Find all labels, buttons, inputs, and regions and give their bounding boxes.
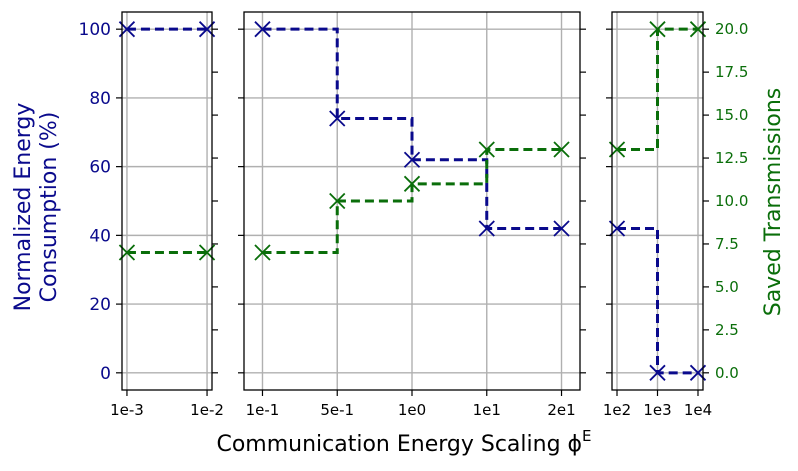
y-tick-label-left: 60 xyxy=(89,158,111,178)
point-saved xyxy=(403,175,421,192)
panel-2: 1e-1 5e-1 1e0 1e1 2e1 xyxy=(238,11,586,419)
x-tick-label: 2e1 xyxy=(547,401,575,419)
panel-frame xyxy=(121,11,213,391)
point-energy xyxy=(403,151,421,168)
y-tick-label-right: 7.5 xyxy=(715,235,739,253)
point-energy xyxy=(649,364,666,381)
x-tick-label: 1e-2 xyxy=(190,401,224,419)
point-saved xyxy=(329,192,346,210)
y-tick-label-left: 80 xyxy=(89,89,111,109)
y-tick-label-right: 10.0 xyxy=(715,192,748,210)
y-tick-label-right: 12.5 xyxy=(715,149,748,167)
x-tick-label: 1e4 xyxy=(684,401,712,419)
panel-3: 1e2 1e3 1e4 xyxy=(603,11,712,419)
panel-1: 1e-3 1e-2 xyxy=(110,11,224,419)
series-saved-line xyxy=(617,27,698,151)
series-energy-line xyxy=(617,226,698,375)
x-axis-label: Communication Energy Scaling ϕE xyxy=(216,427,591,457)
y-tick-label-left: 40 xyxy=(89,226,111,246)
y-tick-label-left: 20 xyxy=(89,295,111,315)
point-energy xyxy=(478,220,495,237)
y-axis-right-label: Saved Transmissions xyxy=(761,88,786,317)
y-tick-label-left: 100 xyxy=(79,20,111,40)
point-energy xyxy=(553,220,570,237)
x-tick-label: 1e-3 xyxy=(110,401,144,419)
point-energy xyxy=(254,21,271,38)
x-tick-label: 1e2 xyxy=(603,401,631,419)
y-axis-left-label-line2: Consumption (%) xyxy=(37,112,62,303)
point-energy xyxy=(329,110,346,127)
point-saved xyxy=(254,244,271,261)
y-tick-label-left: 0 xyxy=(100,364,111,384)
x-tick-label: 1e0 xyxy=(398,401,426,419)
y-tick-label-right: 20.0 xyxy=(715,20,748,38)
left-axis: 0 20 40 60 80 100 xyxy=(79,20,111,384)
point-saved xyxy=(478,141,495,158)
x-tick-label: 1e3 xyxy=(643,401,671,419)
x-tick-label: 5e-1 xyxy=(320,401,354,419)
x-tick-label: 1e1 xyxy=(473,401,501,419)
y-tick-label-right: 2.5 xyxy=(715,321,739,339)
x-axis-label-superscript: E xyxy=(582,427,591,445)
y-tick-label-right: 17.5 xyxy=(715,63,748,81)
point-saved xyxy=(649,21,666,38)
x-tick-label: 1e-1 xyxy=(246,401,280,419)
y-tick-label-right: 0.0 xyxy=(715,364,739,382)
y-axis-left-label-line1: Normalized Energy xyxy=(11,103,36,312)
right-axis: 0.0 2.5 5.0 7.5 10.0 12.5 15.0 17.5 20.0 xyxy=(715,20,748,382)
y-tick-label-right: 5.0 xyxy=(715,278,739,296)
point-saved xyxy=(553,141,570,158)
x-axis-label-text: Communication Energy Scaling ϕ xyxy=(216,432,582,457)
series-energy-line xyxy=(262,27,562,230)
chart-panels: 1e-3 1e-2 1e-1 5e-1 1e0 1e1 2e1 1e2 1e3 1e4 xyxy=(110,11,712,419)
y-tick-label-right: 15.0 xyxy=(715,106,748,124)
